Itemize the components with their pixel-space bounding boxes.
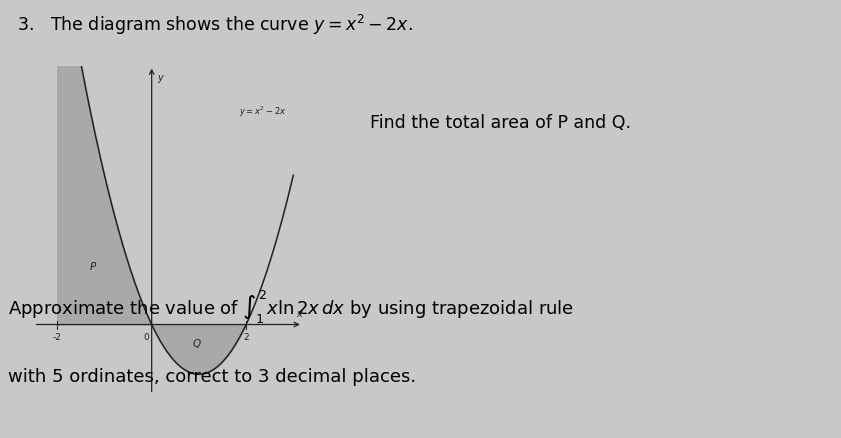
Text: $x$: $x$ bbox=[296, 308, 304, 318]
Text: $y$: $y$ bbox=[157, 73, 166, 85]
Text: P: P bbox=[89, 262, 96, 272]
Text: Approximate the value of $\int_1^2 x\ln 2x\, dx$ by using trapezoidal rule: Approximate the value of $\int_1^2 x\ln … bbox=[8, 289, 574, 326]
Text: Find the total area of P and Q.: Find the total area of P and Q. bbox=[370, 114, 631, 132]
Text: Q: Q bbox=[193, 339, 201, 349]
Text: 3.   The diagram shows the curve $y = x^2 - 2x$.: 3. The diagram shows the curve $y = x^2 … bbox=[17, 13, 413, 37]
Text: with 5 ordinates, correct to 3 decimal places.: with 5 ordinates, correct to 3 decimal p… bbox=[8, 368, 416, 386]
Text: 0: 0 bbox=[143, 333, 149, 343]
Text: -2: -2 bbox=[53, 333, 61, 343]
Text: $y = x^2 - 2x$: $y = x^2 - 2x$ bbox=[239, 105, 287, 120]
Text: 2: 2 bbox=[243, 333, 249, 343]
